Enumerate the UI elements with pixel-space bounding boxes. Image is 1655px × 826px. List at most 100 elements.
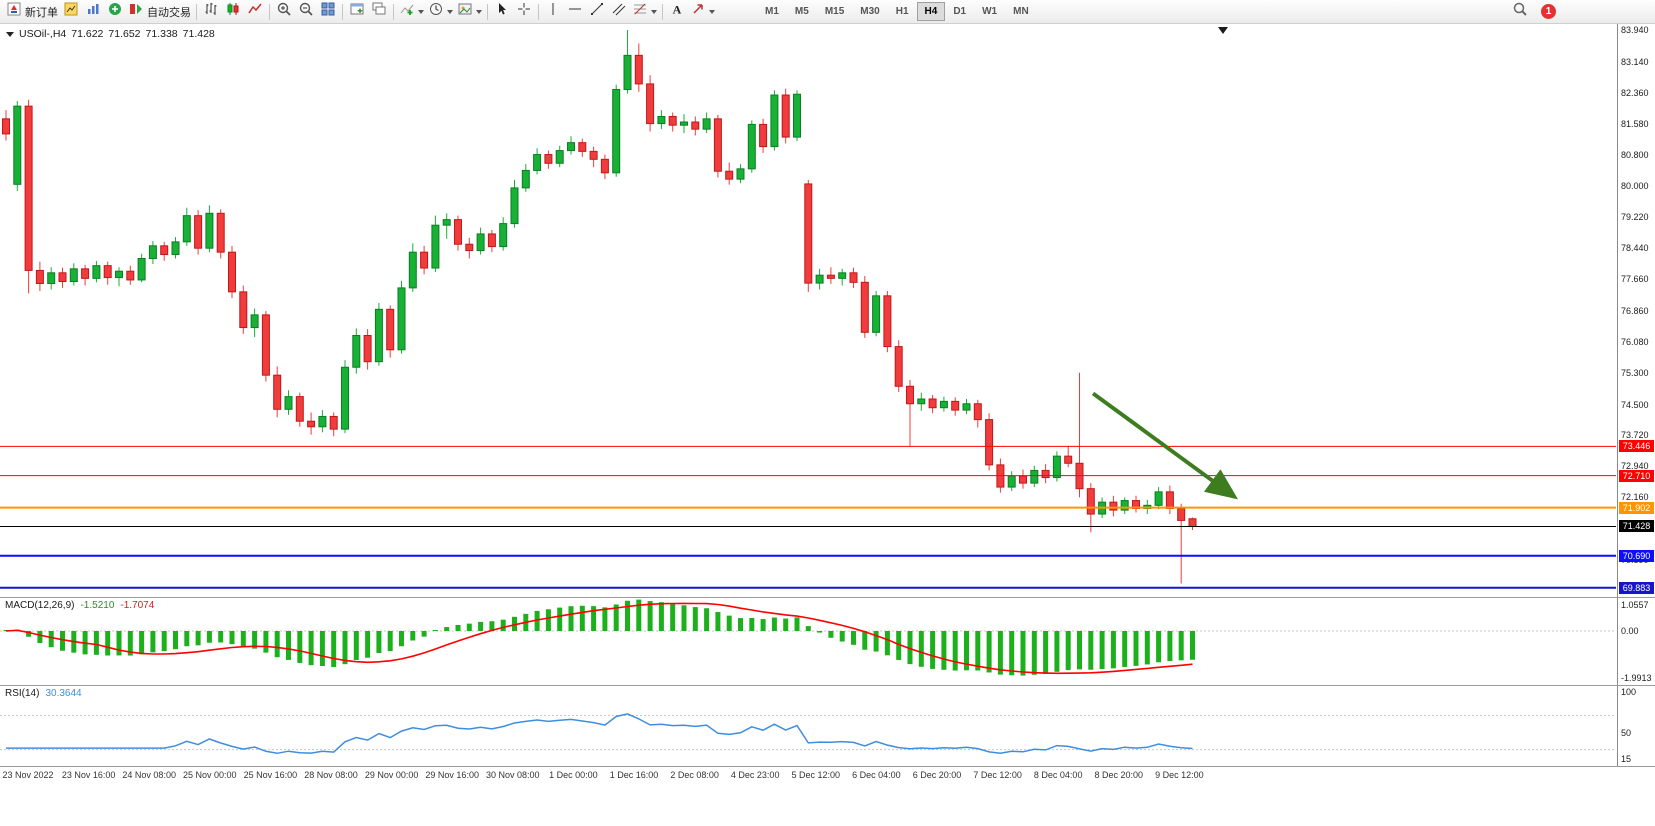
profiles-button[interactable] [82, 2, 104, 22]
zoom-out-button[interactable] [295, 2, 317, 22]
time-axis-label: 4 Dec 23:00 [730, 770, 780, 780]
dropdown-caret-icon[interactable] [476, 9, 482, 14]
new-order-button[interactable]: 新订单 [4, 2, 60, 22]
price-axis-tick: 78.440 [1621, 243, 1649, 254]
zoom-in-icon [276, 1, 292, 22]
rsi-canvas[interactable] [0, 686, 1616, 766]
line-chart-icon [247, 1, 263, 22]
indicators-button[interactable] [397, 2, 426, 22]
timeframe-h4[interactable]: H4 [916, 2, 946, 21]
toolbar-separator [269, 3, 270, 20]
time-axis-label: 8 Dec 20:00 [1094, 770, 1144, 780]
autotrade-icon [128, 1, 144, 22]
line-chart-button[interactable] [244, 2, 266, 22]
time-axis-label: 23 Nov 16:00 [61, 770, 116, 780]
macd-main-value: -1.5210 [80, 600, 115, 611]
crosshair-button[interactable] [513, 2, 535, 22]
timeframe-m15[interactable]: M15 [824, 6, 845, 17]
toolbar-button-groups: 新订单 自动交易 A [4, 2, 717, 22]
time-axis-label: 7 Dec 12:00 [973, 770, 1022, 780]
cascade-windows-button[interactable] [368, 2, 390, 22]
equidistant-channel-button[interactable] [608, 2, 630, 22]
dropdown-caret-icon[interactable] [447, 9, 453, 14]
search-icon [1512, 1, 1528, 22]
timeframe-m1[interactable]: M1 [765, 6, 779, 17]
templates-icon [457, 1, 473, 22]
trend-arrow-annotation[interactable] [1091, 391, 1239, 500]
bar-chart-button[interactable] [200, 2, 222, 22]
rsi-axis[interactable]: 100 50 15 [1617, 686, 1655, 766]
tile-windows-button[interactable] [317, 2, 339, 22]
candlestick-button[interactable] [222, 2, 244, 22]
fibonacci-icon [632, 1, 648, 22]
trendline-button[interactable] [586, 2, 608, 22]
fibonacci-button[interactable] [630, 2, 659, 22]
price-axis-tick: 83.940 [1621, 24, 1649, 35]
autotrade-button[interactable]: 自动交易 [126, 2, 193, 22]
price-axis-tick: 73.720 [1621, 430, 1649, 441]
price-axis-tick: 76.860 [1621, 305, 1649, 316]
toolbar-separator [662, 3, 663, 20]
arrows-button[interactable] [688, 2, 717, 22]
new-chart-button[interactable] [346, 2, 368, 22]
panel-separator[interactable] [0, 766, 1655, 767]
text-label-button[interactable]: A [666, 2, 688, 22]
time-axis-label: 8 Dec 04:00 [1033, 770, 1083, 780]
timeframe-w1[interactable]: W1 [982, 6, 998, 17]
panel-separator[interactable] [0, 597, 1655, 598]
macd-label: MACD(12,26,9) -1.5210 -1.7074 [5, 600, 154, 611]
vertical-line-icon [545, 1, 561, 22]
timeframe-m30[interactable]: M30 [860, 6, 880, 17]
price-axis-tick: 75.300 [1621, 367, 1649, 378]
price-badge-73.446: 73.446 [1619, 440, 1654, 453]
macd-canvas[interactable] [0, 598, 1616, 685]
bar-chart-icon [203, 1, 219, 22]
macd-axis-tick: 0.00 [1621, 626, 1639, 636]
market-watch-icon [107, 1, 123, 22]
rsi-axis-tick: 15 [1621, 754, 1632, 764]
dropdown-caret-icon[interactable] [709, 9, 715, 14]
timeframe-bar: M1 M5 M15 M30 H1 H4 D1 W1 MN [757, 2, 1037, 21]
macd-panel: MACD(12,26,9) -1.5210 -1.7074 1.0557 0.00… [0, 598, 1655, 685]
rsi-value: 30.3644 [45, 688, 82, 699]
time-axis[interactable]: 23 Nov 2022 23 Nov 16:00 24 Nov 08:00 25 No… [0, 767, 1655, 783]
macd-axis-tick: 1.0557 [1621, 599, 1649, 610]
dropdown-caret-icon[interactable] [651, 9, 657, 14]
horizontal-line-button[interactable] [564, 2, 586, 22]
toolbar-separator [538, 3, 539, 20]
chart-symbol-period: USOil-,H4 [19, 28, 67, 40]
charts-icon [63, 1, 79, 22]
macd-axis[interactable]: 1.0557 0.00 -1.9913 [1617, 598, 1655, 685]
dropdown-caret-icon[interactable] [418, 9, 424, 14]
tile-windows-icon [320, 1, 336, 22]
cursor-button[interactable] [491, 2, 513, 22]
main-chart-canvas[interactable] [0, 24, 1616, 597]
time-axis-label: 24 Nov 08:00 [122, 770, 176, 780]
price-badge-72.710: 72.710 [1619, 469, 1654, 482]
time-axis-label: 2 Dec 08:00 [670, 770, 719, 780]
timeframe-h1[interactable]: H1 [895, 6, 909, 17]
zoom-in-button[interactable] [273, 2, 295, 22]
chart-low-value: 71.338 [145, 28, 178, 40]
timeframe-mn[interactable]: MN [1013, 6, 1029, 17]
price-axis[interactable]: 83.940 83.140 82.360 81.580 80.800 80.000 79.2… [1617, 24, 1655, 597]
vertical-line-button[interactable] [542, 2, 564, 22]
charts-button[interactable] [60, 2, 82, 22]
periods-button[interactable] [426, 2, 455, 22]
price-axis-tick: 82.360 [1621, 87, 1649, 98]
templates-button[interactable] [455, 2, 484, 22]
search-button[interactable] [1509, 2, 1531, 22]
notification-badge[interactable]: 1 [1541, 4, 1556, 19]
panel-separator[interactable] [0, 685, 1655, 686]
toolbar-separator [342, 3, 343, 20]
one-click-trading-toggle-icon[interactable] [6, 31, 14, 37]
price-axis-tick: 74.500 [1621, 399, 1649, 410]
new-chart-icon [349, 1, 365, 22]
time-axis-label: 29 Nov 16:00 [425, 770, 479, 780]
market-watch-button[interactable] [104, 2, 126, 22]
new-order-icon [6, 1, 22, 22]
time-axis-label: 6 Dec 04:00 [852, 770, 901, 780]
price-axis-tick: 77.660 [1621, 274, 1649, 285]
timeframe-d1[interactable]: D1 [953, 6, 967, 17]
timeframe-m5[interactable]: M5 [794, 6, 809, 17]
